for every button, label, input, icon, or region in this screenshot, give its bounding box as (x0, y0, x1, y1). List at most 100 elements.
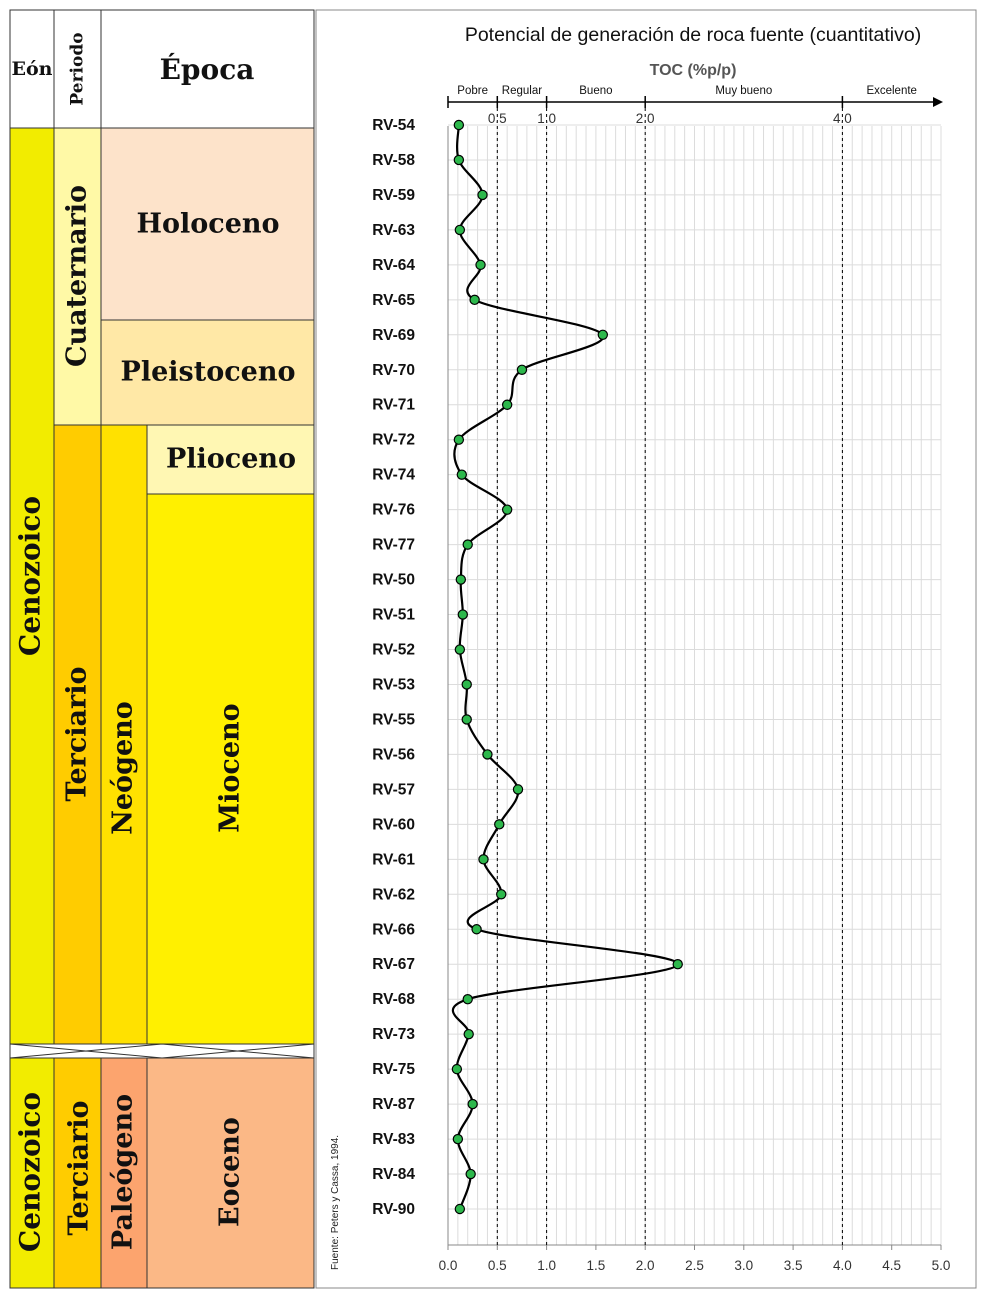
toc-data-point (482, 749, 493, 760)
toc-data-point (454, 224, 466, 236)
class-label: Bueno (579, 85, 612, 97)
threshold-label: 0.5 (488, 111, 507, 126)
toc-data-point (462, 993, 473, 1005)
toc-data-point (501, 504, 513, 515)
unconformity-gap (9, 1043, 315, 1059)
header-epoca-label: Época (160, 53, 255, 86)
sample-label: RV-72 (372, 432, 415, 449)
class-label: Muy bueno (715, 85, 772, 97)
eon-cell-lower (9, 1057, 55, 1289)
sample-label: RV-74 (372, 467, 415, 484)
toc-plot: 0.0 0.5 1.0 1.5 2.0 2.5 3.0 3.5 4.0 4.5 5.0 0.5 1.0 2… (372, 85, 950, 1273)
toc-data-point (516, 364, 528, 375)
paleogeno-label: Paleógeno (108, 1094, 139, 1250)
sample-label: RV-90 (372, 1201, 415, 1218)
x-tick-label: 4.0 (833, 1258, 852, 1273)
x-tick-label: 3.5 (784, 1258, 803, 1273)
class-label: Regular (502, 85, 542, 97)
threshold-label: 1.0 (537, 111, 556, 126)
class-band-arrowhead (933, 97, 943, 107)
sample-label: RV-68 (372, 991, 415, 1008)
holoceno-label: Holoceno (136, 209, 279, 240)
sample-label: RV-84 (372, 1166, 415, 1183)
toc-data-point (463, 1028, 474, 1040)
toc-data-point (452, 1133, 464, 1145)
toc-data-point (462, 539, 473, 550)
sample-label: RV-83 (372, 1131, 415, 1148)
sample-label: RV-67 (372, 956, 415, 973)
x-tick-label: 3.0 (734, 1258, 753, 1273)
toc-data-point (469, 294, 480, 306)
terciario-label-upper: Terciario (62, 666, 93, 801)
eon-label-upper: Cenozoico (14, 496, 47, 656)
sample-label: RV-64 (372, 257, 415, 274)
chart-frame (315, 9, 977, 1289)
terciario-label-lower: Terciario (64, 1100, 95, 1235)
pleistoceno-cell (100, 319, 315, 426)
toc-data-point (453, 119, 465, 131)
sample-label: RV-69 (372, 327, 415, 344)
header-periodo-cell (53, 9, 102, 129)
terciario-cell-lower (53, 1057, 102, 1289)
mioceno-cell (146, 493, 315, 1045)
neogeno-label: Neógeno (108, 701, 139, 835)
x-tick-label: 2.0 (636, 1258, 655, 1273)
x-tick-label: 2.5 (685, 1258, 704, 1273)
plioceno-label: Plioceno (166, 444, 296, 475)
toc-data-point (453, 154, 465, 166)
toc-data-point (454, 1203, 466, 1215)
x-tick-label: 5.0 (932, 1258, 951, 1273)
sample-label: RV-58 (372, 152, 415, 169)
toc-data-point (475, 259, 486, 271)
header-eon-cell (9, 9, 55, 129)
toc-data-point (456, 469, 468, 480)
x-tick-label: 0.5 (488, 1258, 507, 1273)
sample-label: RV-71 (372, 397, 415, 414)
sample-label: RV-59 (372, 187, 415, 204)
toc-data-point (454, 644, 466, 655)
toc-data-point (501, 399, 513, 410)
eon-cell-upper (9, 127, 55, 1045)
sample-label: RV-51 (372, 607, 415, 624)
cuaternario-cell (53, 127, 102, 426)
threshold-label: 4.0 (833, 111, 852, 126)
sample-label: RV-56 (372, 746, 415, 763)
sample-label: RV-77 (372, 537, 415, 554)
x-axis-label: TOC (%p/p) (650, 62, 737, 79)
header-periodo-label: Periodo (68, 32, 88, 105)
paleogeno-cell (100, 1057, 148, 1289)
plioceno-cell (146, 424, 315, 495)
threshold-label: 2.0 (636, 111, 655, 126)
toc-data-point (477, 189, 488, 201)
toc-data-point (512, 784, 524, 795)
source-note: Fuente: Peters y Cassa, 1994. (330, 1135, 341, 1270)
toc-data-point (455, 574, 467, 585)
toc-data-point (457, 609, 468, 620)
header-epoca-cell (100, 9, 315, 129)
class-label: Pobre (457, 85, 488, 97)
sample-label: RV-75 (372, 1061, 415, 1078)
holoceno-cell (100, 127, 315, 321)
x-tick-label: 1.0 (537, 1258, 556, 1273)
sample-label: RV-73 (372, 1026, 415, 1043)
pleistoceno-label: Pleistoceno (121, 357, 296, 388)
toc-data-point (496, 889, 507, 900)
sample-label: RV-62 (372, 886, 415, 903)
toc-data-point (597, 329, 609, 341)
x-tick-label: 0.0 (439, 1258, 458, 1273)
toc-data-point (461, 714, 472, 725)
toc-data-point (467, 1098, 478, 1110)
mioceno-label: Mioceno (215, 703, 246, 832)
eoceno-cell (146, 1057, 315, 1289)
toc-data-point (461, 679, 472, 690)
sample-label: RV-50 (372, 572, 415, 589)
toc-data-point (672, 959, 683, 970)
sample-label: RV-66 (372, 921, 415, 938)
header-eon-label: Eón (12, 58, 53, 80)
toc-data-point (451, 1063, 463, 1075)
sample-label: RV-65 (372, 292, 415, 309)
sample-label: RV-60 (372, 816, 415, 833)
sample-label: RV-52 (372, 642, 415, 659)
toc-data-point (494, 819, 505, 830)
